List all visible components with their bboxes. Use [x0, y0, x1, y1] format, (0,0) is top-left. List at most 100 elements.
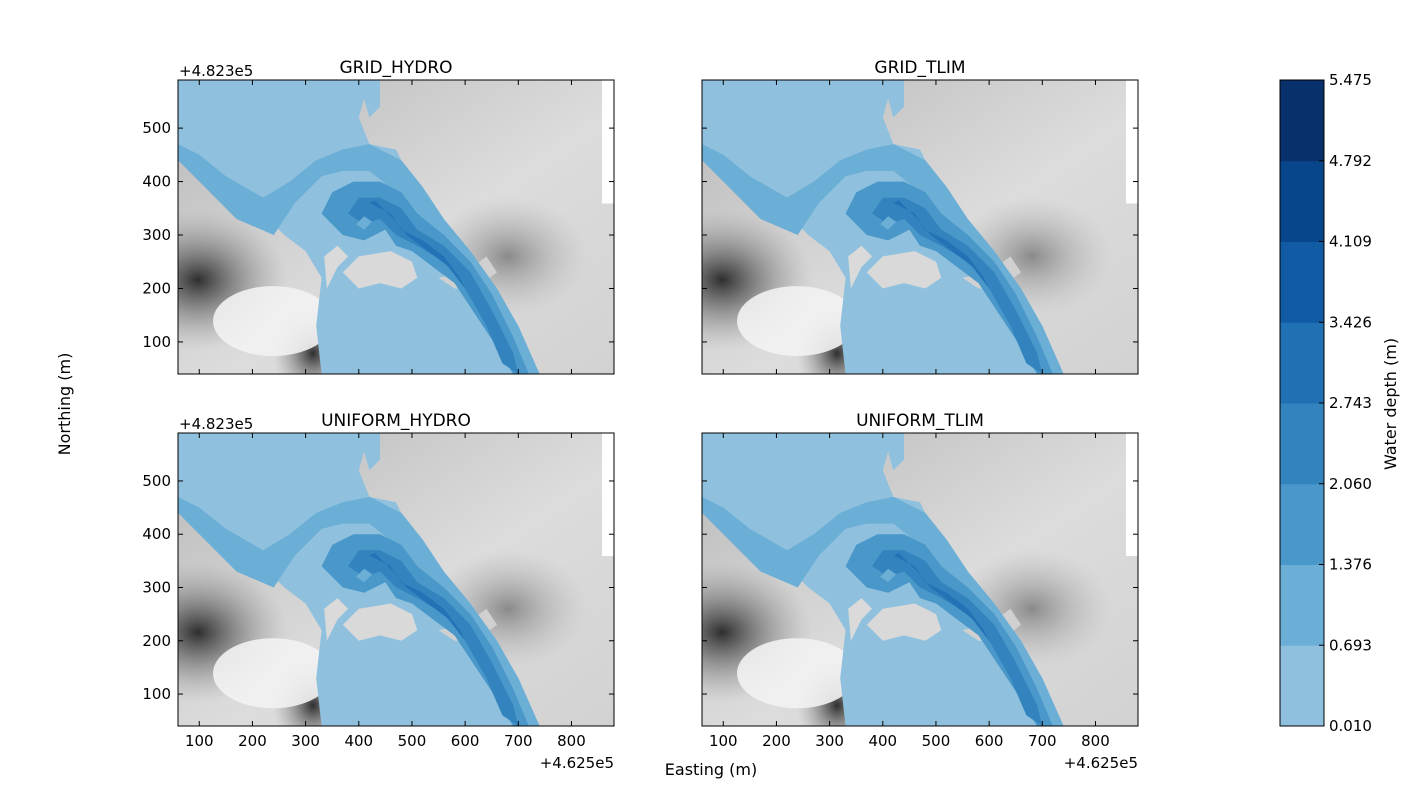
water-depth-band-2: [356, 568, 373, 583]
colorbar-label: Water depth (m): [1381, 338, 1400, 470]
x-tick-label: 600: [451, 732, 480, 750]
x-tick-label: 500: [398, 732, 427, 750]
panel-title: UNIFORM_TLIM: [856, 411, 984, 431]
y-tick-label: 400: [142, 173, 171, 191]
x-tick-label: 400: [868, 732, 897, 750]
y-tick-label: 100: [142, 685, 171, 703]
colorbar-tick-label: 2.060: [1329, 475, 1372, 493]
water-depth-band-2: [178, 144, 540, 374]
x-axis-label: Easting (m): [665, 760, 757, 779]
map-area: [702, 80, 1138, 374]
y-tick-label: 400: [142, 525, 171, 543]
colorbar: 0.010 0.693 1.376 2.060 2.743 3.426 4.109 4.792…: [1279, 71, 1372, 735]
dry-island: [324, 245, 349, 289]
dry-island: [866, 603, 942, 641]
y-tick-label: 200: [142, 279, 171, 297]
y-tick-label: 500: [142, 119, 171, 137]
water-depth-band-1: [882, 433, 904, 471]
x-tick-label: 400: [344, 732, 373, 750]
map-area: [178, 80, 614, 374]
water-depth-band-1: [358, 433, 380, 471]
water-depth-band-3: [845, 181, 1053, 374]
x-tick-label: 300: [815, 732, 844, 750]
x-offset-label: +4.625e5: [540, 754, 614, 772]
x-offset-label: +4.625e5: [1064, 754, 1138, 772]
colorbar-tick-label: 0.010: [1329, 717, 1372, 735]
x-tick-label: 800: [1081, 732, 1110, 750]
water-depth-band-1: [882, 80, 904, 118]
water-depth-band-3: [321, 181, 529, 374]
terrain-highlight: [737, 638, 857, 709]
panel-uniform-hydro: UNIFORM_HYDRO 100 200 300 400 500 600 700 800 +4.…: [142, 411, 615, 772]
x-tick-label: 100: [185, 732, 214, 750]
colorbar-segment: [1280, 645, 1324, 727]
axes-frame: [701, 79, 1139, 375]
y-axis-label: Northing (m): [55, 353, 74, 456]
nodata-strip: [1126, 433, 1138, 557]
x-tick-label: 100: [709, 732, 738, 750]
map-area: [178, 433, 614, 726]
colorbar-segment: [1280, 483, 1324, 565]
dry-island: [848, 245, 873, 289]
dry-island: [324, 598, 349, 641]
axes-frame: [177, 432, 615, 727]
panel-grid-tlim: GRID_TLIM: [701, 58, 1139, 375]
nodata-strip: [602, 80, 614, 204]
y-tick-label: 100: [142, 333, 171, 351]
y-tick-label: 300: [142, 578, 171, 596]
x-tick-label: 300: [291, 732, 320, 750]
terrain-highlight: [213, 286, 333, 357]
x-tick-label: 200: [762, 732, 791, 750]
colorbar-segment: [1280, 160, 1324, 242]
panel-uniform-tlim: UNIFORM_TLIM 100 200 300 400 500 600 700 800 +4.6…: [701, 411, 1139, 772]
x-tick-label: 800: [557, 732, 586, 750]
x-tick-label: 600: [975, 732, 1004, 750]
water-depth-band-2: [702, 144, 1064, 374]
dry-island: [866, 251, 942, 289]
nodata-strip: [1126, 80, 1138, 204]
terrain-highlight: [737, 286, 857, 357]
y-offset-label: +4.823e5: [179, 62, 253, 80]
panel-title: UNIFORM_HYDRO: [321, 411, 471, 431]
dry-island: [342, 603, 418, 641]
water-depth-band-4: [348, 550, 519, 726]
water-depth-band-2: [880, 568, 897, 583]
panel-title: GRID_TLIM: [874, 58, 965, 78]
colorbar-segment: [1280, 80, 1324, 162]
y-tick-label: 500: [142, 472, 171, 490]
water-depth-band-2: [356, 216, 373, 230]
water-depth-band-4: [872, 550, 1043, 726]
water-depth-band-3: [845, 534, 1053, 726]
water-depth-band-4: [872, 197, 1043, 374]
water-depth-band-2: [880, 216, 897, 230]
colorbar-tick-label: 3.426: [1329, 313, 1372, 331]
water-depth-band-2: [702, 496, 1064, 726]
panel-title: GRID_HYDRO: [339, 58, 452, 78]
water-depth-band-2: [178, 496, 540, 726]
dry-island: [342, 251, 418, 289]
axes-frame: [177, 79, 615, 375]
dry-island: [848, 598, 873, 641]
panel-grid-hydro: GRID_HYDRO 100 200 300 400 500 +4.823e5: [142, 58, 615, 375]
colorbar-segment: [1280, 403, 1324, 485]
nodata-strip: [602, 433, 614, 557]
axes-frame: [701, 432, 1139, 727]
colorbar-tick-label: 0.693: [1329, 636, 1372, 654]
water-depth-band-4: [348, 197, 519, 374]
x-tick-label: 700: [504, 732, 533, 750]
y-offset-label: +4.823e5: [179, 415, 253, 433]
y-tick-label: 300: [142, 226, 171, 244]
x-tick-label: 200: [238, 732, 267, 750]
terrain-highlight: [213, 638, 333, 709]
water-depth-band-1: [358, 80, 380, 118]
colorbar-tick-label: 4.109: [1329, 233, 1372, 251]
colorbar-segment: [1280, 322, 1324, 404]
colorbar-segment: [1280, 241, 1324, 323]
map-area: [702, 433, 1138, 726]
x-tick-label: 700: [1028, 732, 1057, 750]
colorbar-tick-label: 5.475: [1329, 71, 1372, 89]
y-tick-label: 200: [142, 632, 171, 650]
water-depth-band-3: [321, 534, 529, 726]
x-tick-label: 500: [922, 732, 951, 750]
